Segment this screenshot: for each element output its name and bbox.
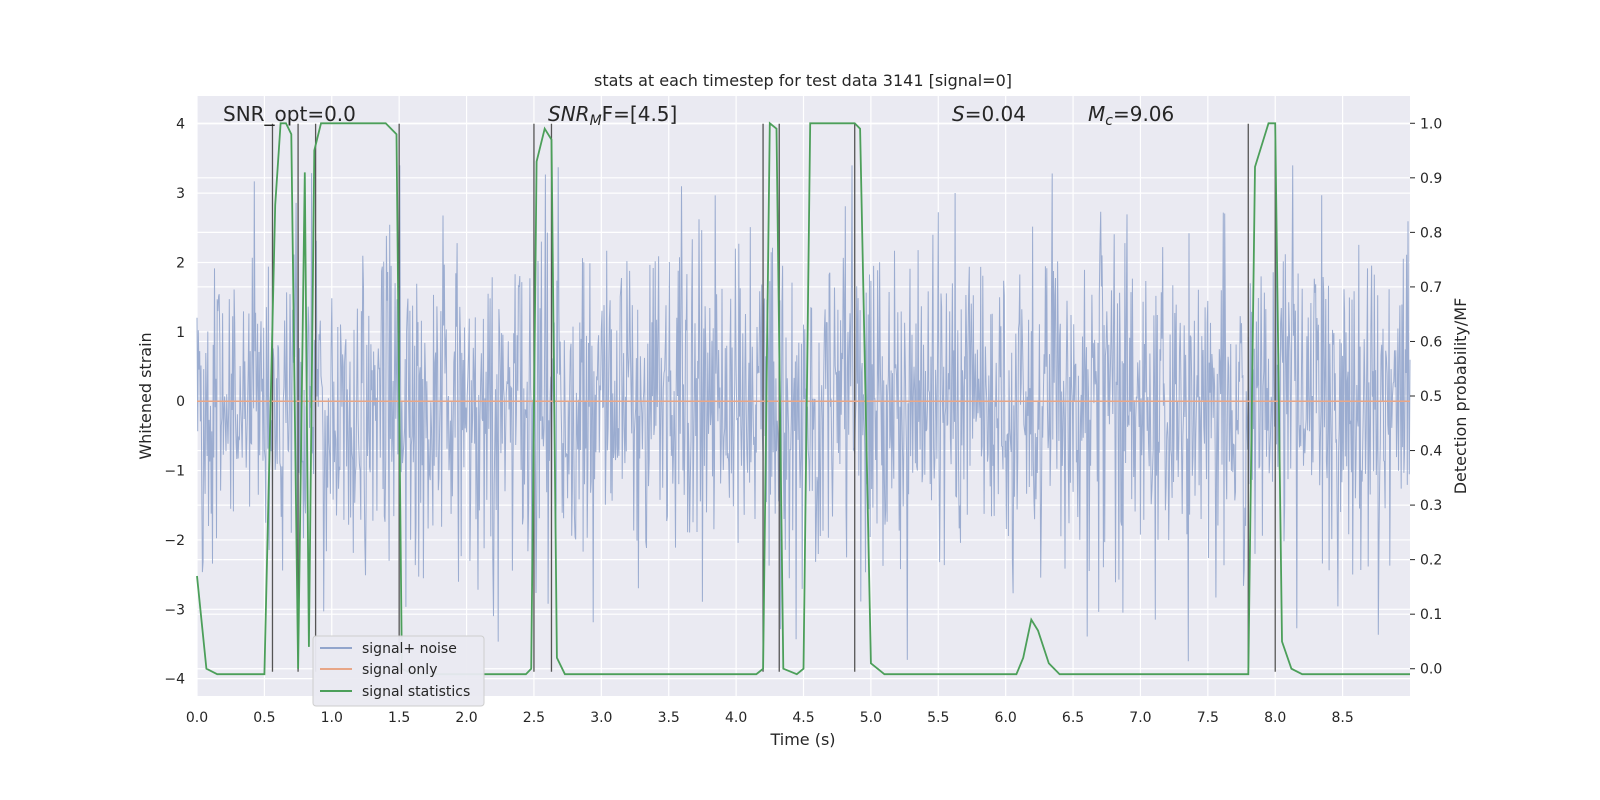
x-axis-label: Time (s) <box>769 730 835 749</box>
snr-mf-rest: F=[4.5] <box>602 102 678 126</box>
x-tick-label: 7.0 <box>1129 710 1151 726</box>
legend-box <box>312 635 485 707</box>
x-tick-label: 2.0 <box>455 710 477 726</box>
y-tick-label: −3 <box>164 602 185 618</box>
y-tick-label: −1 <box>164 464 185 480</box>
x-tick-label: 0.5 <box>253 710 275 726</box>
y-tick-label: 0 <box>176 394 185 410</box>
x-tick-label: 5.0 <box>860 710 882 726</box>
y-tick-label: 1 <box>176 325 185 341</box>
y2-tick-label: 1.0 <box>1420 116 1442 132</box>
y-tick-label: 2 <box>176 255 185 271</box>
y2-tick-label: 0.4 <box>1420 444 1442 460</box>
mc-symbol: M <box>1088 102 1105 126</box>
y2-tick-label: 0.6 <box>1420 334 1442 350</box>
x-tick-label: 6.5 <box>1062 710 1084 726</box>
signal-statistics-series <box>196 121 1410 676</box>
annotation-snr-opt: SNR_opt=0.0 <box>223 102 356 126</box>
x-tick-label: 1.5 <box>388 710 410 726</box>
x-tick-label: 8.5 <box>1331 710 1353 726</box>
y2-tick-label: 0.3 <box>1420 498 1442 514</box>
s-value: =0.04 <box>965 102 1026 126</box>
x-tick-label: 4.0 <box>725 710 747 726</box>
annotation-snr-mf: SNRMF=[4.5] <box>548 102 677 129</box>
x-tick-label: 8.0 <box>1264 710 1286 726</box>
x-tick-label: 6.0 <box>995 710 1017 726</box>
s-symbol: S <box>952 102 965 126</box>
x-tick-label: 1.0 <box>321 710 343 726</box>
chart-title: stats at each timestep for test data 314… <box>594 71 1012 90</box>
x-tick-label: 4.5 <box>792 710 814 726</box>
annotation-mc: Mc=9.06 <box>1088 102 1174 129</box>
legend: signal+ noise signal only signal statist… <box>312 635 485 707</box>
snr-mf-subscript: M <box>590 113 602 129</box>
y2-tick-label: 0.5 <box>1420 389 1442 405</box>
y2-tick-label: 0.8 <box>1420 225 1442 241</box>
x-axis-ticks: 0.0 0.5 1.0 1.5 2.0 2.5 3.0 3.5 4.0 4.5 5.0 5.5 6.0 6… <box>186 710 1354 726</box>
y-tick-label: 3 <box>176 186 185 202</box>
x-tick-label: 7.5 <box>1197 710 1219 726</box>
y2-axis-ticks: 1.0 0.9 0.8 0.7 0.6 0.5 0.4 0.3 0.2 0.1 0.0 <box>1410 116 1442 678</box>
x-tick-label: 5.5 <box>927 710 949 726</box>
y2-tick-label: 0.1 <box>1420 607 1442 623</box>
mc-subscript: c <box>1105 113 1113 129</box>
y2-axis-label: Detection probability/MF <box>1451 298 1470 495</box>
annotation-s: S=0.04 <box>952 102 1026 126</box>
y-tick-label: 4 <box>176 117 185 133</box>
y2-tick-label: 0.9 <box>1420 171 1442 187</box>
y2-tick-label: 0.2 <box>1420 553 1442 569</box>
legend-label-signal-noise: signal+ noise <box>362 641 457 657</box>
y2-tick-label: 0.0 <box>1420 662 1442 678</box>
y-axis-ticks: 4 3 2 1 0 −1 −2 −3 −4 <box>164 117 185 688</box>
y-tick-label: −4 <box>164 672 185 688</box>
x-tick-label: 2.5 <box>523 710 545 726</box>
legend-label-signal-only: signal only <box>362 662 437 678</box>
y-tick-label: −2 <box>164 533 185 549</box>
legend-label-signal-statistics: signal statistics <box>362 684 470 700</box>
snr-mf-symbol: SNR <box>548 102 590 126</box>
x-tick-label: 0.0 <box>186 710 208 726</box>
x-tick-label: 3.5 <box>658 710 680 726</box>
mc-value: =9.06 <box>1113 102 1174 126</box>
x-tick-label: 3.0 <box>590 710 612 726</box>
y-axis-label: Whitened strain <box>136 332 155 459</box>
y2-tick-label: 0.7 <box>1420 280 1442 296</box>
